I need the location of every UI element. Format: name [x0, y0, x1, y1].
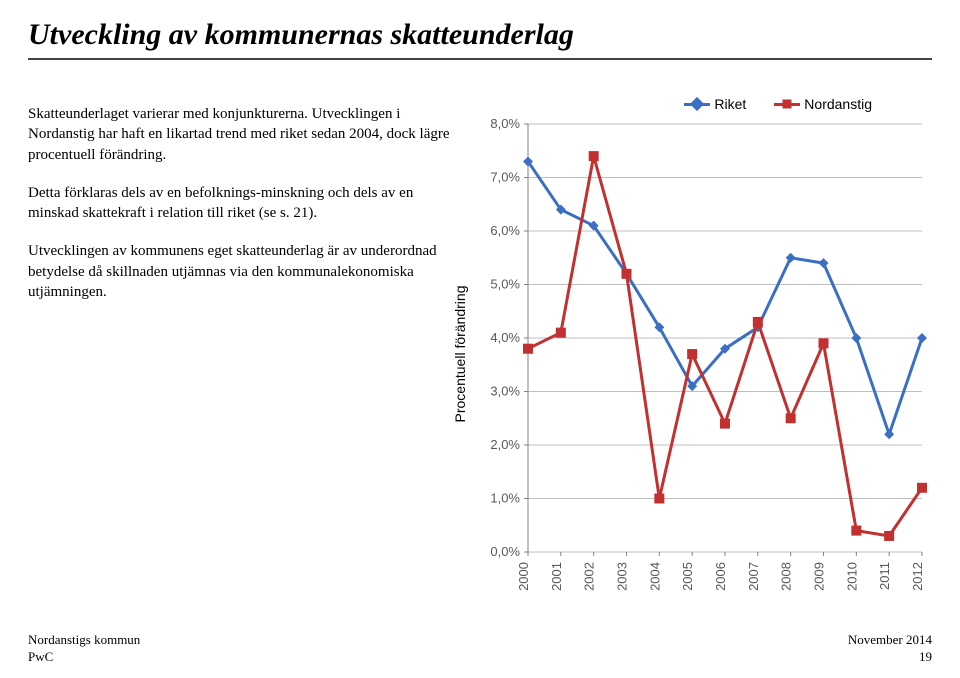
svg-text:2007: 2007 — [746, 562, 761, 591]
title-rule — [28, 58, 932, 60]
svg-text:2001: 2001 — [549, 562, 564, 591]
footer-left-1: Nordanstigs kommun — [28, 632, 140, 649]
legend-label-riket: Riket — [714, 96, 746, 112]
svg-text:7,0%: 7,0% — [490, 170, 520, 185]
svg-text:2006: 2006 — [713, 562, 728, 591]
footer: Nordanstigs kommun PwC November 2014 19 — [28, 632, 932, 666]
svg-text:2003: 2003 — [615, 562, 630, 591]
page-title: Utveckling av kommunernas skatteunderlag — [28, 18, 932, 52]
legend-label-nordanstig: Nordanstig — [804, 96, 872, 112]
svg-text:2000: 2000 — [516, 562, 531, 591]
svg-text:2004: 2004 — [647, 562, 662, 591]
svg-text:6,0%: 6,0% — [490, 223, 520, 238]
footer-right-1: November 2014 — [848, 632, 932, 649]
svg-text:3,0%: 3,0% — [490, 384, 520, 399]
legend-swatch-riket — [684, 103, 710, 106]
legend-item-nordanstig: Nordanstig — [774, 96, 872, 112]
chart-svg: 0,0% 1,0% 2,0% 3,0% 4,0% 5,0% 6,0% 7,0% 8,0% 2000… — [472, 104, 932, 604]
paragraph-1: Skatteunderlaget varierar med konjunktur… — [28, 104, 452, 165]
chart: Riket Nordanstig Procentuell förändring … — [472, 104, 932, 604]
svg-text:5,0%: 5,0% — [490, 277, 520, 292]
legend-swatch-nordanstig — [774, 103, 800, 106]
svg-text:2010: 2010 — [844, 562, 859, 591]
svg-text:4,0%: 4,0% — [490, 330, 520, 345]
svg-text:2002: 2002 — [582, 562, 597, 591]
body-text: Skatteunderlaget varierar med konjunktur… — [28, 104, 452, 604]
svg-text:2005: 2005 — [680, 562, 695, 591]
svg-text:2009: 2009 — [812, 562, 827, 591]
svg-text:8,0%: 8,0% — [490, 116, 520, 131]
svg-text:2012: 2012 — [910, 562, 925, 591]
svg-text:2008: 2008 — [779, 562, 794, 591]
paragraph-3: Utvecklingen av kommunens eget skatteund… — [28, 241, 452, 302]
svg-text:1,0%: 1,0% — [490, 491, 520, 506]
chart-ylabel: Procentuell förändring — [452, 286, 468, 423]
paragraph-2: Detta förklaras dels av en befolknings-m… — [28, 183, 452, 224]
chart-legend: Riket Nordanstig — [684, 96, 872, 112]
footer-right-2: 19 — [848, 649, 932, 666]
svg-text:2,0%: 2,0% — [490, 437, 520, 452]
svg-text:0,0%: 0,0% — [490, 544, 520, 559]
legend-item-riket: Riket — [684, 96, 746, 112]
svg-text:2011: 2011 — [877, 562, 892, 590]
footer-left-2: PwC — [28, 649, 140, 666]
